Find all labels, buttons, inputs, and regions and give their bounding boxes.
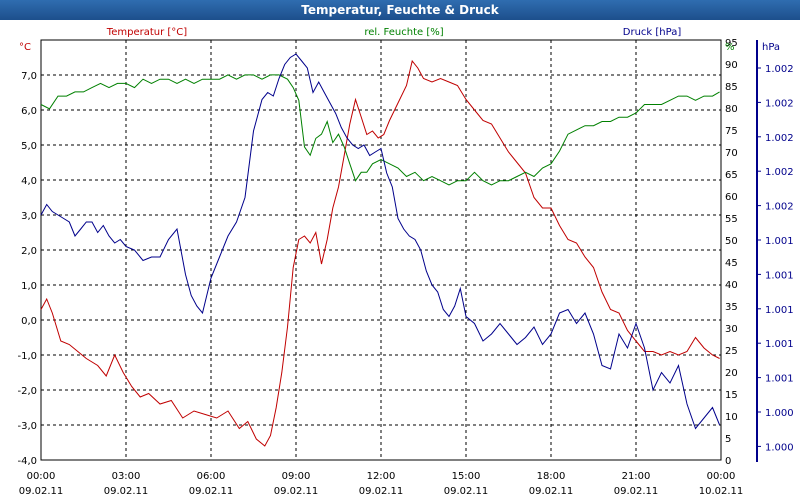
humidity-tick: 55 [725, 214, 738, 225]
humidity-tick: 70 [725, 148, 738, 159]
x-tick-date: 09.02.11 [19, 486, 64, 497]
humidity-tick: 45 [725, 258, 738, 269]
humidity-tick: 25 [725, 346, 738, 357]
x-tick-time: 21:00 [622, 471, 651, 482]
humidity-tick: 0 [725, 456, 731, 467]
pressure-tick: 1.001 [765, 236, 794, 247]
temperature-tick: 7,0 [21, 71, 37, 82]
humidity-tick: 50 [725, 236, 738, 247]
pressure-series-line [40, 53, 721, 430]
humidity-tick: 40 [725, 280, 738, 291]
humidity-tick: 90 [725, 60, 738, 71]
chart-title: Temperatur, Feuchte & Druck [0, 0, 800, 20]
pressure-tick: 1.002 [765, 98, 794, 109]
pressure-tick: 1.001 [765, 339, 794, 350]
humidity-tick: 65 [725, 170, 738, 181]
humidity-tick: 35 [725, 302, 738, 313]
pressure-tick: 1.002 [765, 202, 794, 213]
x-tick-date: 09.02.11 [189, 486, 234, 497]
x-tick-date: 10.02.11 [699, 486, 744, 497]
x-tick-date: 09.02.11 [444, 486, 489, 497]
humidity-tick: 95 [725, 38, 738, 49]
x-tick-date: 09.02.11 [359, 486, 404, 497]
pressure-tick: 1.002 [765, 133, 794, 144]
pressure-tick: 1.001 [765, 305, 794, 316]
x-tick-time: 00:00 [27, 471, 56, 482]
humidity-tick: 85 [725, 82, 738, 93]
humidity-axis-label: rel. Feuchte [%] [364, 27, 443, 38]
x-tick-date: 09.02.11 [104, 486, 149, 497]
temperature-tick: 6,0 [21, 106, 37, 117]
grid-lines [41, 40, 721, 460]
temperature-axis-label: Temperatur [°C] [106, 27, 187, 38]
humidity-tick: 30 [725, 324, 738, 335]
humidity-tick: 75 [725, 126, 738, 137]
pressure-tick: 1.002 [765, 167, 794, 178]
x-tick-date: 09.02.11 [614, 486, 659, 497]
temperature-unit: °C [19, 42, 31, 53]
x-tick-time: 15:00 [452, 471, 481, 482]
pressure-tick: 1.002 [765, 64, 794, 75]
temperature-tick: 5,0 [21, 141, 37, 152]
humidity-tick: 10 [725, 412, 738, 423]
pressure-tick: 1.000 [765, 408, 794, 419]
temperature-tick: -3,0 [17, 421, 37, 432]
x-tick-date: 09.02.11 [529, 486, 574, 497]
humidity-tick: 15 [725, 390, 738, 401]
temperature-tick: 4,0 [21, 176, 37, 187]
temperature-tick: -1,0 [17, 351, 37, 362]
temperature-tick: 0,0 [21, 316, 37, 327]
pressure-tick: 1.001 [765, 374, 794, 385]
temperature-tick: 3,0 [21, 211, 37, 222]
temperature-series-line [40, 59, 720, 447]
x-tick-time: 09:00 [282, 471, 311, 482]
x-tick-time: 00:00 [707, 471, 736, 482]
humidity-tick: 80 [725, 104, 738, 115]
humidity-unit: % [725, 42, 735, 53]
humidity-tick: 5 [725, 434, 731, 445]
temperature-tick: 2,0 [21, 246, 37, 257]
temperature-tick: -2,0 [17, 386, 37, 397]
x-tick-time: 03:00 [112, 471, 141, 482]
humidity-tick: 20 [725, 368, 738, 379]
x-tick-date: 09.02.11 [274, 486, 319, 497]
pressure-unit: hPa [762, 42, 780, 53]
pressure-axis-label: Druck [hPa] [623, 27, 682, 38]
humidity-series-line [40, 74, 720, 186]
pressure-tick: 1.000 [765, 442, 794, 453]
x-tick-time: 18:00 [537, 471, 566, 482]
x-tick-time: 12:00 [367, 471, 396, 482]
temperature-tick: -4,0 [17, 456, 37, 467]
temperature-tick: 1,0 [21, 281, 37, 292]
x-tick-time: 06:00 [197, 471, 226, 482]
humidity-tick: 60 [725, 192, 738, 203]
pressure-tick: 1.001 [765, 270, 794, 281]
